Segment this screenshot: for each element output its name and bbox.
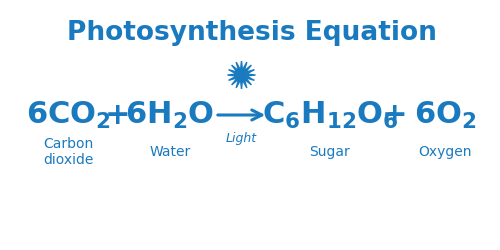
Text: Carbon
dioxide: Carbon dioxide	[43, 137, 93, 167]
Text: Sugar: Sugar	[310, 145, 350, 159]
Text: +: +	[382, 100, 408, 130]
Text: $\mathbf{6O}_{\mathbf{2}}$: $\mathbf{6O}_{\mathbf{2}}$	[414, 100, 476, 130]
Text: $\mathbf{6H}_{\mathbf{2}}\mathbf{O}$: $\mathbf{6H}_{\mathbf{2}}\mathbf{O}$	[126, 100, 214, 130]
Text: Oxygen: Oxygen	[418, 145, 472, 159]
Text: Water: Water	[150, 145, 190, 159]
Text: $\mathbf{C}_{\mathbf{6}}\mathbf{H}_{\mathbf{12}}\mathbf{O}_{\mathbf{6}}$: $\mathbf{C}_{\mathbf{6}}\mathbf{H}_{\mat…	[262, 100, 398, 130]
Text: Light: Light	[226, 132, 257, 145]
Polygon shape	[228, 61, 256, 89]
Text: $\mathbf{6CO}_{\mathbf{2}}$: $\mathbf{6CO}_{\mathbf{2}}$	[26, 100, 110, 130]
Text: Photosynthesis Equation: Photosynthesis Equation	[67, 20, 437, 46]
Text: +: +	[105, 100, 131, 130]
